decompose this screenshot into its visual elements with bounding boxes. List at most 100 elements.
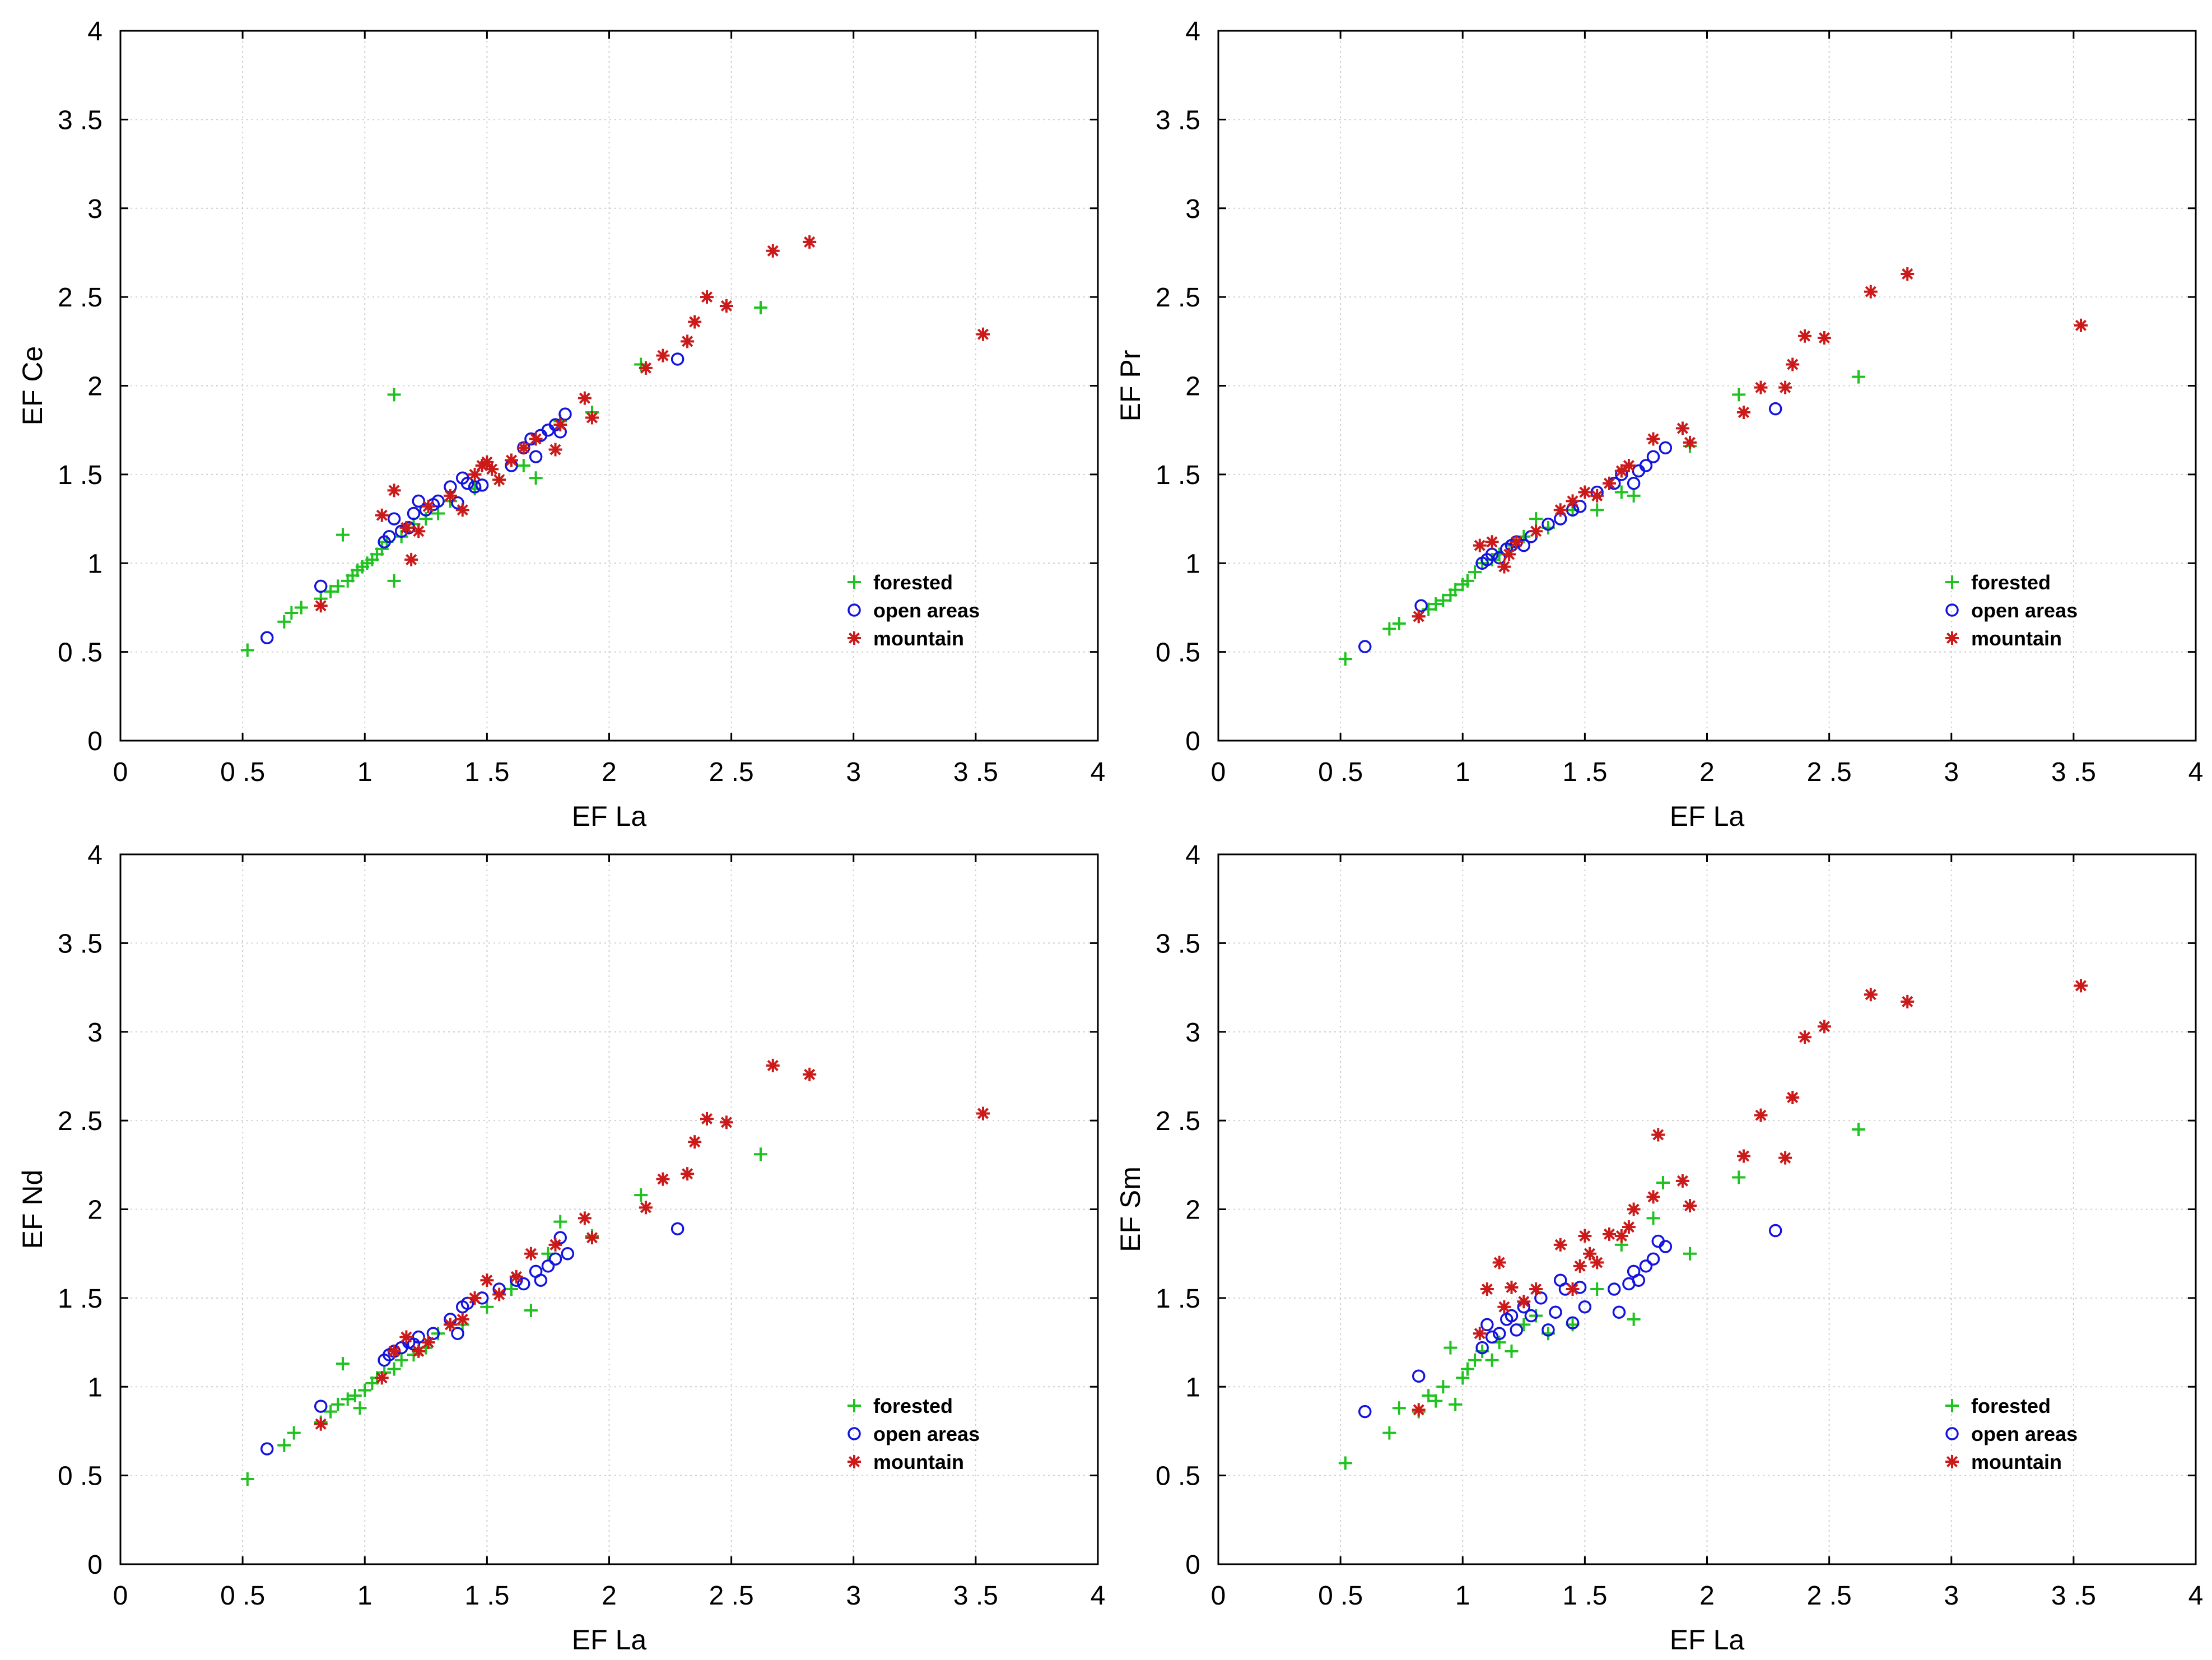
data-point	[1412, 1403, 1426, 1417]
y-tick-label: 2 .5	[1156, 283, 1200, 313]
data-point	[1473, 1327, 1487, 1341]
data-point	[1566, 1282, 1580, 1296]
data-point	[260, 631, 274, 645]
data-point	[1675, 421, 1689, 435]
x-tick-label: 4	[1091, 757, 1106, 787]
data-point	[1656, 1175, 1670, 1189]
series-forested	[240, 1147, 767, 1486]
x-tick-label: 1 .5	[464, 1581, 509, 1611]
data-point	[529, 471, 543, 485]
x-axis-label: EF La	[1670, 1624, 1745, 1656]
y-tick-label: 3 .5	[58, 929, 103, 959]
data-point	[277, 1438, 291, 1452]
data-point	[2074, 318, 2088, 332]
data-point	[387, 483, 401, 497]
data-point	[1460, 1362, 1474, 1376]
x-tick-label: 0 .5	[1318, 1581, 1363, 1611]
data-point	[1786, 357, 1800, 371]
data-point	[656, 1172, 670, 1186]
data-point	[492, 473, 506, 487]
data-point	[375, 1371, 389, 1385]
data-point	[719, 1115, 733, 1129]
data-point	[240, 1472, 254, 1486]
data-point	[1566, 494, 1580, 508]
x-tick-label: 2	[602, 757, 617, 787]
legend-marker	[1945, 631, 1959, 645]
data-point	[287, 1426, 301, 1440]
chart-ce: 0 0 .5 1 1 .5 2 2 .5 3 3 .5 4 0 0 .5 1 1 .5 2 2 .5 3 3 .…	[17, 17, 1105, 832]
x-tick-label: 4	[2188, 1581, 2204, 1611]
data-point	[260, 1442, 274, 1456]
data-point	[383, 529, 396, 543]
data-point	[451, 496, 464, 510]
data-point	[1786, 1090, 1800, 1104]
data-point	[1817, 1020, 1831, 1034]
data-point	[468, 1291, 482, 1305]
data-point	[480, 455, 494, 469]
data-point	[475, 478, 489, 492]
data-point	[516, 441, 530, 455]
data-point	[1485, 535, 1499, 549]
data-point	[1590, 489, 1604, 503]
data-point	[1590, 1256, 1604, 1270]
y-tick-label: 1	[1185, 1373, 1200, 1402]
data-point	[585, 411, 599, 425]
y-tick-label: 3	[1185, 1018, 1200, 1048]
data-point	[1460, 574, 1474, 588]
data-point	[1338, 652, 1352, 666]
data-point	[314, 599, 328, 613]
y-tick-label: 0 .5	[58, 638, 103, 668]
data-point	[639, 361, 653, 375]
data-point	[1659, 441, 1673, 455]
series-forested	[1338, 1122, 1865, 1470]
data-point	[1736, 1149, 1750, 1163]
x-tick-label: 3	[1944, 757, 1959, 787]
x-tick-label: 4	[1091, 1581, 1106, 1611]
chart-sm: 0 0 .5 1 1 .5 2 2 .5 3 3 .5 4 0 0 .5 1 1 .5 2 2 .5 3 3 .…	[1115, 840, 2203, 1656]
data-point	[1864, 285, 1878, 299]
data-point	[1505, 1309, 1519, 1323]
data-point	[240, 643, 254, 657]
y-tick-label: 0 .5	[58, 1462, 103, 1491]
data-point	[1583, 1247, 1597, 1261]
x-tick-label: 2	[1699, 1581, 1715, 1611]
data-point	[1436, 1380, 1450, 1394]
data-point	[1436, 593, 1450, 607]
data-point	[314, 1417, 328, 1431]
data-point	[375, 542, 389, 556]
data-point	[1529, 1282, 1543, 1296]
data-point	[1646, 1190, 1660, 1204]
x-tick-label: 3 .5	[953, 757, 998, 787]
x-axis-label: EF La	[1670, 801, 1745, 832]
legend-open-areas: open areas	[1971, 1422, 2078, 1445]
data-point	[460, 476, 474, 490]
y-tick-label: 2	[1185, 1196, 1200, 1225]
data-point	[1422, 1389, 1436, 1403]
data-point	[1485, 1353, 1499, 1367]
x-tick-label: 0	[113, 757, 128, 787]
data-point	[1553, 1238, 1567, 1252]
data-point	[1502, 547, 1516, 561]
data-point	[1382, 1426, 1396, 1440]
data-point	[1492, 1327, 1506, 1340]
series-mountain	[314, 1058, 990, 1431]
data-point	[419, 512, 433, 526]
data-point	[1683, 1199, 1697, 1213]
data-point	[455, 1312, 469, 1326]
legend-marker	[847, 1399, 861, 1412]
data-point	[1754, 380, 1768, 394]
data-point	[1614, 1229, 1628, 1243]
y-tick-label: 0	[1185, 727, 1200, 756]
data-point	[516, 459, 530, 473]
data-point	[688, 315, 702, 329]
data-point	[1449, 1397, 1463, 1411]
data-point	[719, 299, 733, 313]
y-tick-label: 3	[87, 1018, 103, 1048]
data-point	[700, 290, 714, 304]
grid	[120, 31, 1098, 741]
data-point	[1473, 538, 1487, 552]
data-point	[336, 1357, 350, 1371]
data-point	[460, 1296, 474, 1310]
data-point	[1468, 1353, 1482, 1367]
data-point	[399, 520, 413, 534]
